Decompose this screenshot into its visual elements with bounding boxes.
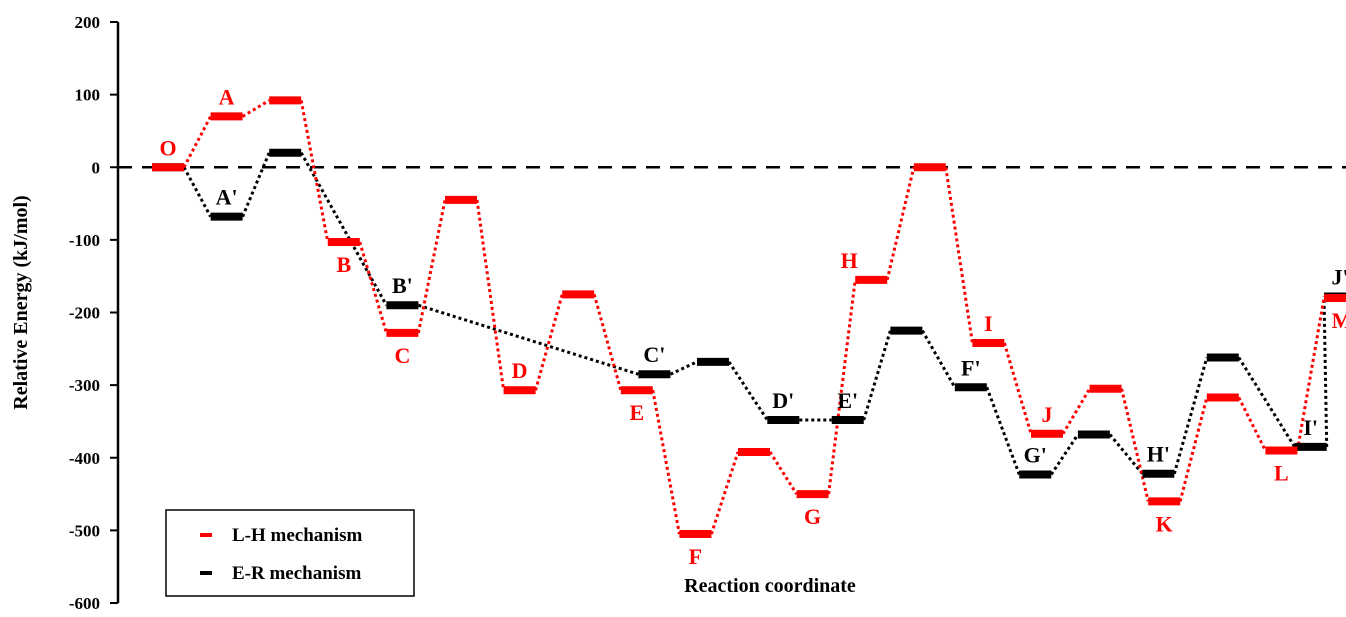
er-connector (727, 361, 769, 421)
lh-connector (416, 199, 447, 334)
lh-state-label: M (1332, 308, 1346, 333)
lh-state-label: J (1042, 402, 1053, 427)
er-state-label: G' (1024, 442, 1047, 467)
lh-connector (182, 115, 212, 168)
er-connector (1108, 433, 1144, 475)
lh-connector (709, 451, 740, 535)
er-connector (241, 152, 271, 218)
y-tick-label: 200 (75, 13, 101, 32)
energy-levels (152, 96, 1346, 539)
er-state-label: C' (643, 342, 665, 367)
lh-state-label: B (336, 252, 351, 277)
lh-state-label: D (512, 358, 528, 383)
lh-state-label: K (1156, 511, 1173, 536)
er-state-label: D' (772, 388, 794, 413)
er-state-label: E' (837, 388, 858, 413)
lh-connector (592, 293, 623, 391)
er-connector (299, 151, 388, 306)
er-connector (921, 329, 957, 389)
lh-connector (1120, 388, 1150, 502)
lh-connector (885, 166, 916, 281)
y-tick-label: -300 (69, 376, 100, 395)
y-tick-labels: 200 100 0 -100 -200 -300 -400 -500 -600 (69, 13, 100, 613)
lh-connector (241, 99, 270, 118)
er-connector (182, 166, 212, 218)
lh-connector (1002, 342, 1033, 435)
lh-connector (944, 167, 974, 344)
er-state-label: J' (1331, 265, 1346, 290)
lh-state-label: E (629, 400, 644, 425)
er-state-label: I' (1303, 415, 1318, 440)
er-state-label: F' (961, 355, 981, 380)
er-connector (669, 360, 698, 376)
lh-connector (1178, 397, 1209, 502)
lh-state-label: H (841, 248, 858, 273)
lh-state-label: F (689, 544, 702, 569)
legend-label-0: L-H mechanism (232, 525, 363, 546)
er-connector (417, 303, 639, 376)
y-tick-label: -400 (69, 449, 100, 468)
lh-connector (475, 199, 506, 391)
lh-state-label: C (394, 343, 410, 368)
lh-connector (651, 389, 681, 535)
lh-state-label: L (1274, 460, 1289, 485)
er-connector (985, 386, 1021, 475)
er-connector (1237, 356, 1296, 448)
er-state-label: B' (392, 273, 413, 298)
er-connector (1172, 357, 1209, 475)
y-tick-label: -500 (69, 521, 100, 540)
lh-connector (768, 451, 798, 495)
lh-connector (358, 241, 388, 334)
y-tick-label: -200 (69, 304, 100, 323)
lh-connector (1295, 297, 1326, 451)
y-tick-label: 0 (92, 158, 101, 177)
lh-state-label: I (984, 311, 993, 336)
y-tick-label: 100 (75, 86, 101, 105)
er-connector (1050, 433, 1080, 476)
lh-connector (1237, 396, 1267, 452)
series-connectors (182, 99, 1329, 535)
lh-connector (299, 100, 330, 243)
y-axis-title: Relative Energy (kJ/mol) (10, 195, 32, 409)
lh-connector (534, 293, 564, 391)
er-state-label: H' (1147, 442, 1170, 467)
lh-connector (827, 279, 857, 495)
er-state-label: A' (216, 185, 238, 210)
er-connector (1322, 296, 1329, 447)
lh-state-label: G (804, 504, 821, 529)
x-axis-title: Reaction coordinate (684, 575, 856, 597)
state-labels: A' B' C' D' E' F' G' H' I' J' O A B C D E F G H I J K L M (159, 84, 1346, 569)
legend-label-1: E-R mechanism (232, 563, 361, 584)
lh-state-label: O (159, 135, 176, 160)
y-axis (110, 21, 120, 604)
y-tick-label: -100 (69, 231, 100, 250)
er-connector (862, 330, 892, 421)
y-tick-label: -600 (69, 594, 100, 613)
lh-connector (1061, 387, 1091, 435)
lh-state-label: A (219, 84, 235, 109)
legend: L-H mechanism E-R mechanism (165, 509, 415, 597)
legend-box (165, 509, 415, 597)
